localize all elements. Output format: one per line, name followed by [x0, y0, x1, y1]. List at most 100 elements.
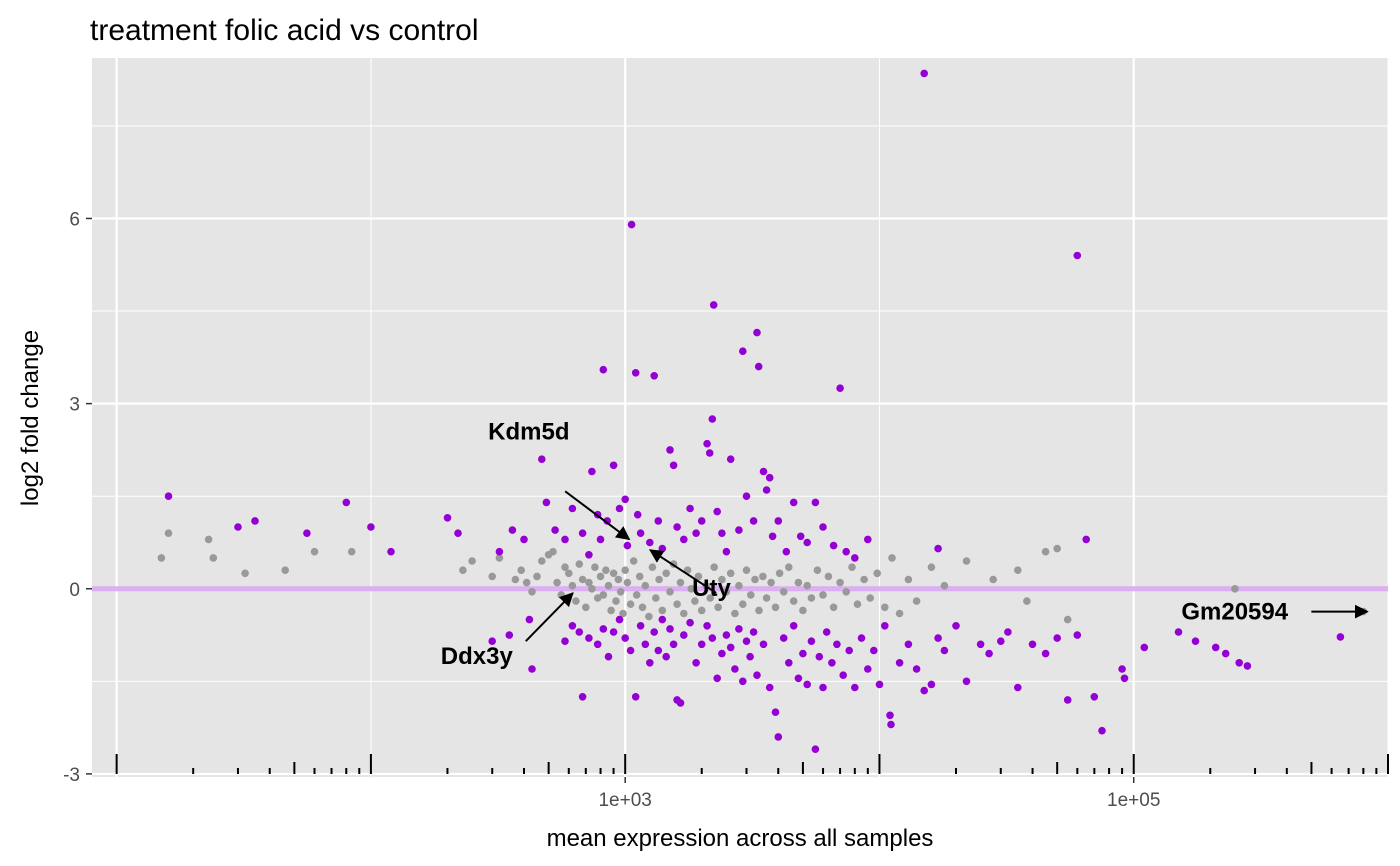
data-point — [538, 455, 546, 464]
data-point — [623, 578, 632, 587]
data-point — [774, 733, 783, 741]
data-point — [706, 594, 714, 602]
gene-label-uty: Uty — [692, 575, 731, 602]
data-point — [342, 498, 351, 507]
data-point — [164, 492, 173, 501]
data-point — [387, 547, 395, 556]
data-point — [713, 674, 721, 683]
data-point — [621, 634, 629, 642]
data-point — [774, 517, 783, 525]
data-point — [542, 498, 551, 507]
data-point — [635, 572, 644, 581]
data-point — [912, 665, 921, 673]
data-point — [525, 615, 534, 624]
data-point — [1191, 637, 1200, 645]
data-point — [627, 220, 636, 229]
data-point — [842, 588, 850, 596]
data-point — [508, 526, 517, 534]
data-point — [505, 631, 514, 639]
data-point — [697, 606, 706, 615]
data-point — [881, 603, 889, 612]
data-point — [771, 603, 780, 612]
data-point — [488, 637, 497, 645]
data-point — [934, 634, 942, 642]
data-point — [631, 693, 640, 701]
data-point — [803, 581, 811, 590]
data-point — [759, 572, 767, 581]
plot-panel — [92, 58, 1388, 777]
data-point — [833, 640, 841, 649]
data-point — [1004, 628, 1012, 636]
data-point — [310, 547, 319, 556]
data-point — [799, 606, 807, 615]
data-point — [853, 600, 862, 608]
data-point — [572, 597, 580, 605]
data-point — [646, 659, 654, 667]
data-point — [708, 415, 717, 423]
data-point — [1014, 566, 1022, 574]
data-point — [796, 532, 805, 541]
data-point — [528, 588, 536, 596]
data-point — [881, 622, 889, 630]
data-point — [522, 578, 531, 587]
data-point — [940, 581, 949, 590]
data-point — [1053, 634, 1061, 642]
data-point — [803, 680, 811, 689]
data-point — [599, 365, 608, 374]
data-point — [551, 526, 559, 534]
data-point — [1028, 640, 1037, 649]
data-point — [819, 683, 827, 692]
data-point — [619, 609, 627, 618]
data-point — [367, 523, 375, 531]
data-point — [836, 578, 844, 587]
data-point — [815, 652, 824, 661]
data-point — [1211, 643, 1220, 652]
data-point — [561, 535, 569, 544]
data-point — [742, 492, 751, 501]
data-point — [962, 677, 971, 686]
data-point — [710, 563, 718, 571]
data-point — [676, 578, 685, 587]
y-axis: -3 0 3 6 — [63, 209, 92, 786]
data-point — [697, 517, 706, 525]
data-point — [813, 566, 822, 574]
data-point — [1243, 662, 1252, 670]
data-point — [1090, 693, 1099, 701]
data-point — [726, 643, 735, 652]
data-point — [749, 517, 758, 525]
data-point — [731, 665, 739, 673]
data-point — [157, 554, 166, 562]
data-point — [742, 566, 751, 574]
data-point — [588, 467, 596, 476]
data-point — [636, 529, 645, 537]
data-point — [303, 529, 311, 537]
data-point — [454, 529, 462, 537]
data-point — [680, 631, 688, 639]
data-point — [751, 575, 759, 584]
data-point — [739, 347, 747, 356]
data-point — [459, 566, 467, 574]
x-axis: 1e+03 1e+05 — [598, 777, 1160, 811]
data-point — [614, 575, 623, 584]
gene-label-gm20594: Gm20594 — [1181, 599, 1288, 626]
data-point — [599, 625, 608, 633]
data-point — [886, 711, 894, 720]
data-point — [517, 566, 525, 574]
data-point — [528, 665, 536, 673]
data-point — [839, 671, 847, 679]
data-point — [997, 637, 1005, 645]
data-point — [985, 649, 993, 658]
data-point — [641, 581, 650, 590]
data-point — [735, 526, 743, 534]
data-point — [593, 594, 602, 602]
data-point — [588, 585, 596, 593]
data-point — [726, 569, 735, 578]
data-point — [568, 504, 577, 513]
data-point — [1053, 544, 1061, 553]
data-point — [718, 649, 726, 658]
data-point — [347, 547, 356, 556]
data-point — [759, 640, 768, 649]
data-point — [794, 578, 803, 587]
data-point — [807, 594, 816, 602]
data-point — [692, 529, 700, 537]
